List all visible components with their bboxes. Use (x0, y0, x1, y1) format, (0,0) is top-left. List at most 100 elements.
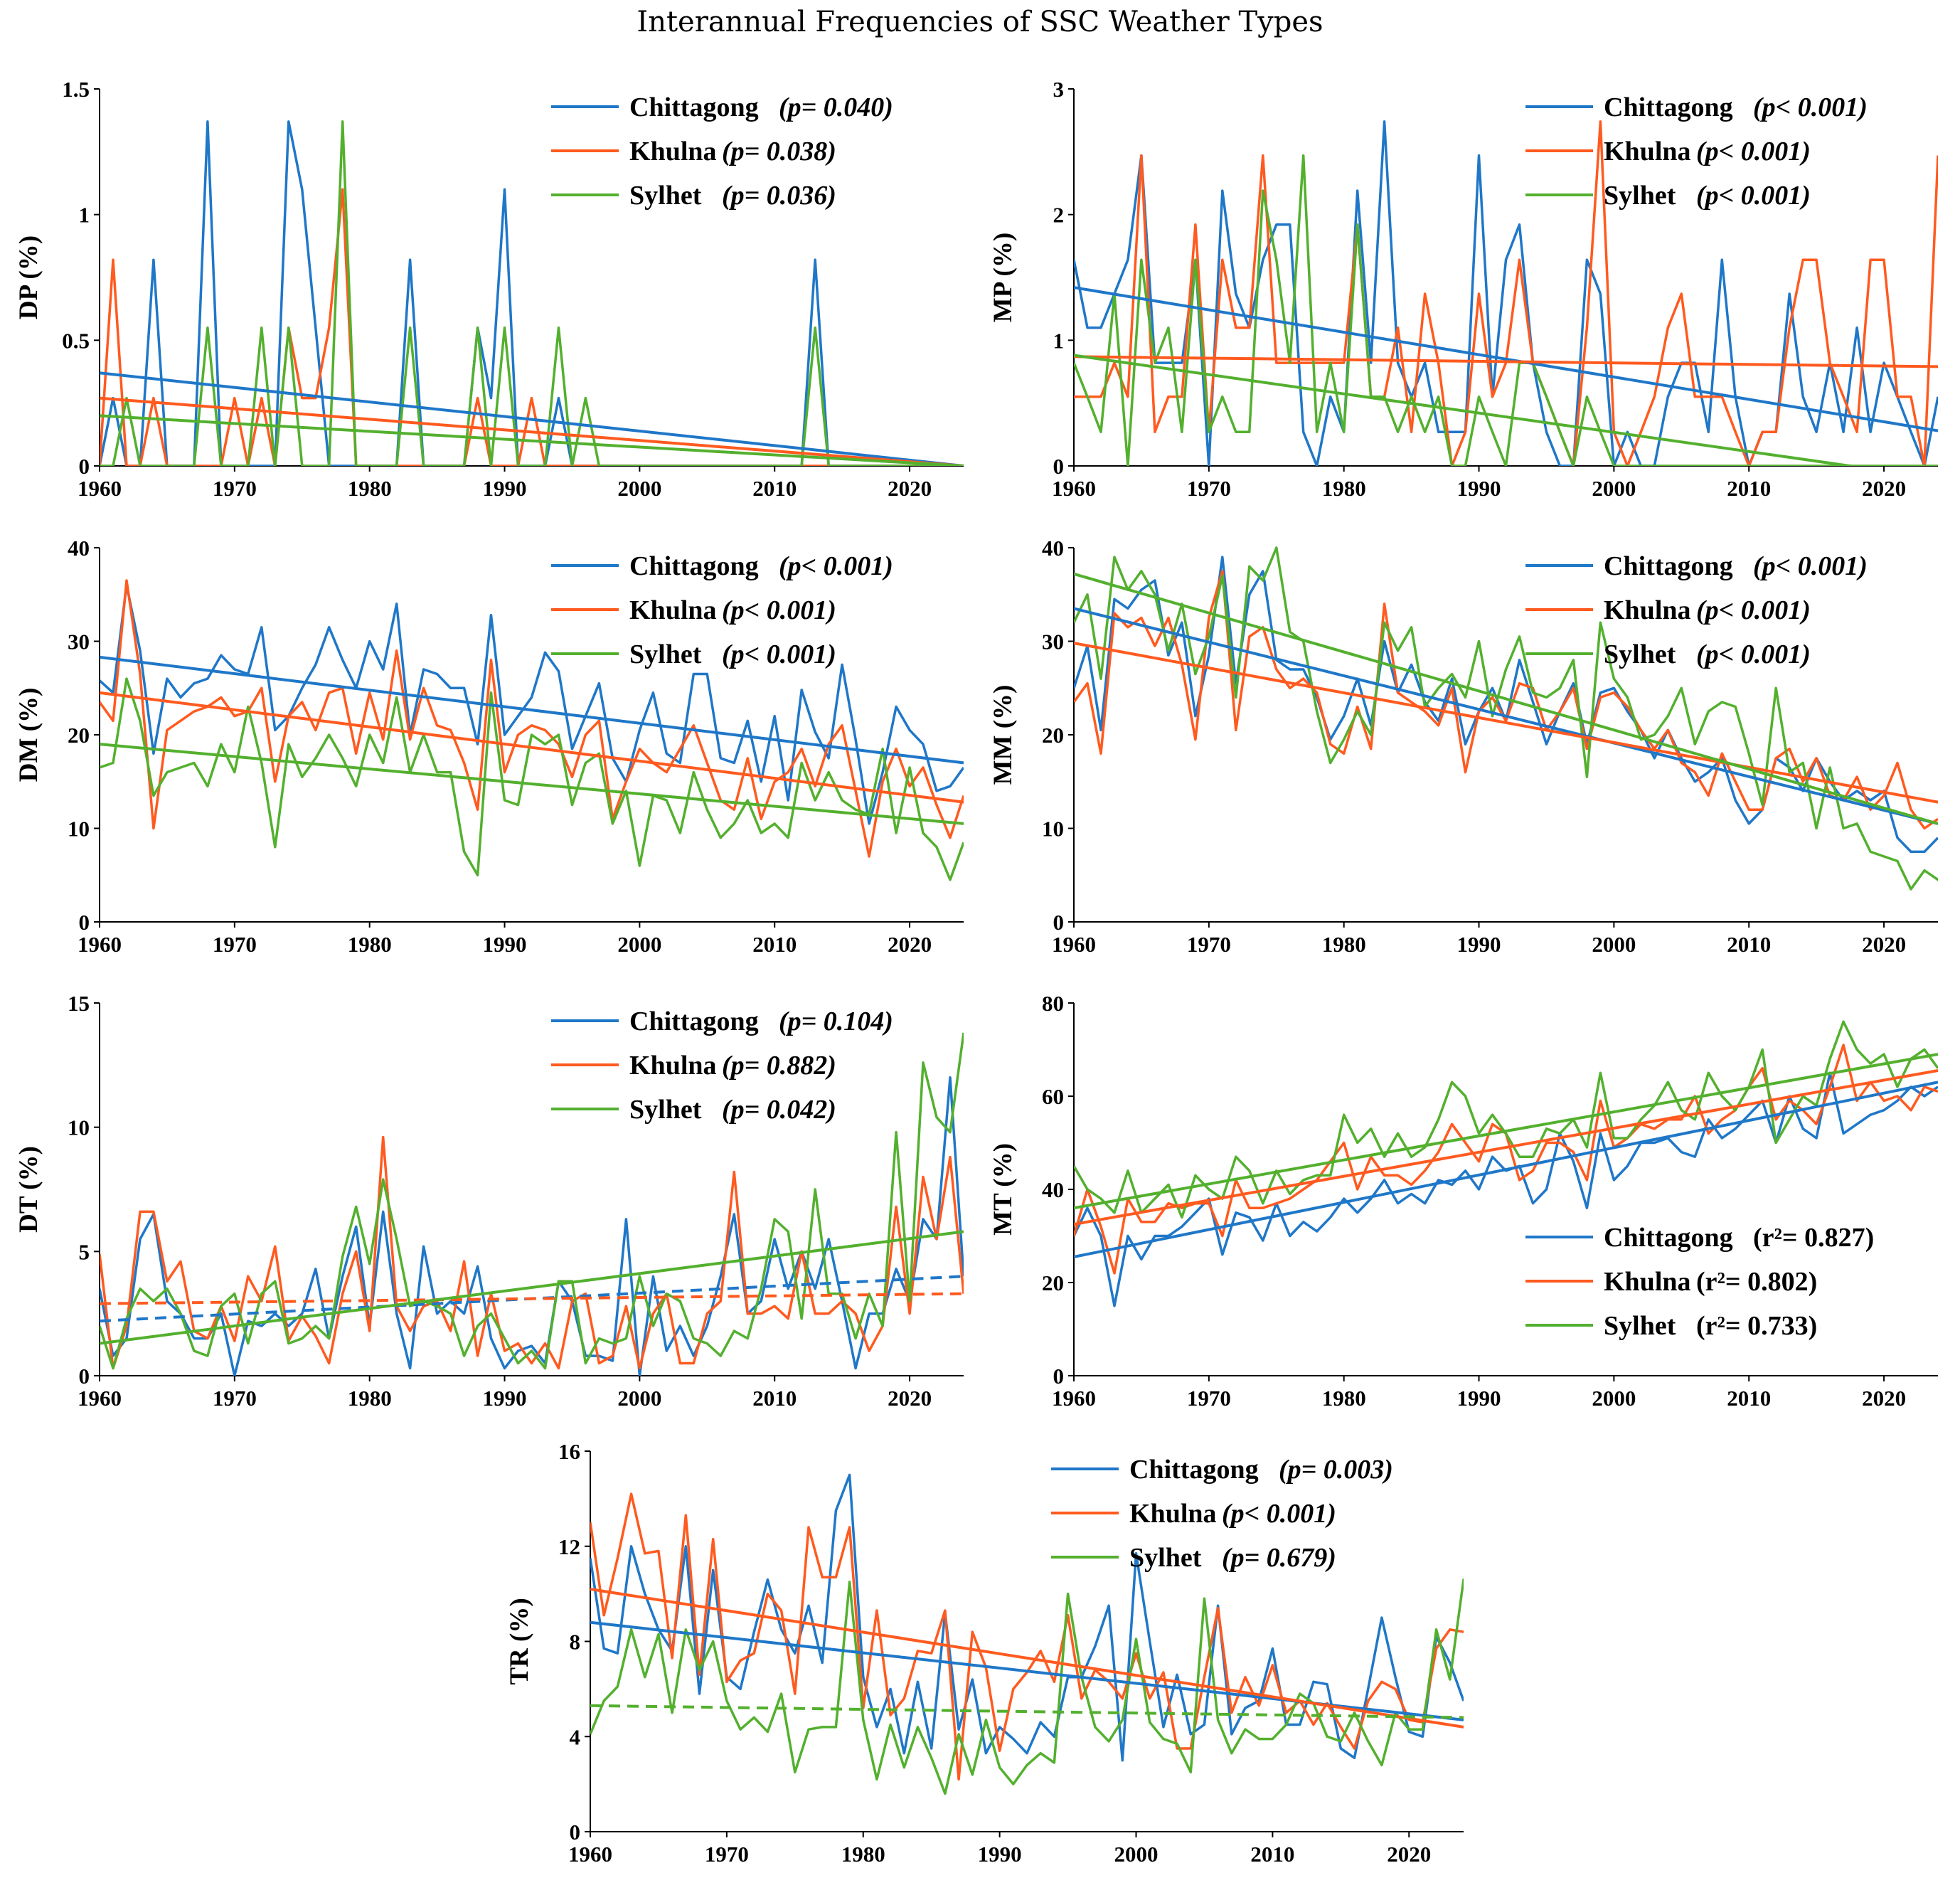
x-tick-label: 2010 (752, 932, 797, 957)
x-tick-label: 1990 (1457, 476, 1501, 501)
series-line-sylhet (100, 1032, 964, 1370)
trend-line-chittagong (100, 371, 964, 466)
y-tick-label: 0.5 (62, 328, 90, 353)
trend-line-khulna (590, 1587, 1464, 1729)
y-tick-label: 16 (558, 1439, 580, 1464)
y-axis-label: MM (%) (989, 685, 1018, 785)
legend-stat-sylhet: (p= 0.042) (722, 1095, 836, 1125)
series-line-khulna (100, 188, 964, 466)
panel-DT: 0 5 10 15 1960 1970 1980 1990 2000 2010 2020 DT (%)… (14, 991, 964, 1411)
y-tick-label: 40 (1042, 1177, 1064, 1202)
x-tick-label: 2000 (1592, 1386, 1636, 1411)
x-tick-label: 2000 (1592, 932, 1636, 957)
series-line-khulna (1074, 570, 1938, 830)
plot-area (100, 579, 964, 881)
trend-line-sylhet (100, 414, 964, 466)
x-tick-label: 2020 (1387, 1842, 1431, 1867)
x-tick-label: 1990 (1457, 1386, 1501, 1411)
y-axis-label: MP (%) (989, 233, 1018, 322)
series-line-chittagong (1074, 120, 1938, 466)
x-tick-label: 2020 (1862, 932, 1906, 957)
y-tick-label: 30 (68, 630, 90, 654)
y-axis-label: DT (%) (14, 1146, 43, 1233)
y-axis-label: DM (%) (14, 688, 43, 782)
trend-line-khulna (100, 691, 964, 804)
x-tick-label: 2020 (888, 932, 932, 957)
plot-area (590, 1473, 1464, 1795)
y-tick-label: 60 (1042, 1084, 1064, 1109)
y-tick-label: 0 (1053, 454, 1065, 479)
trend-line-sylhet (1074, 572, 1938, 825)
legend-label-khulna: Khulna (1604, 1267, 1691, 1297)
x-tick-label: 2010 (1727, 932, 1771, 957)
series-line-chittagong (590, 1473, 1464, 1762)
legend-label-chittagong: Chittagong (1129, 1455, 1259, 1485)
y-tick-label: 1.5 (62, 77, 90, 102)
y-axis-label: MT (%) (989, 1143, 1018, 1236)
y-tick-label: 10 (68, 1115, 90, 1140)
legend-label-sylhet: Sylhet (1604, 181, 1676, 211)
y-tick-label: 0 (79, 910, 90, 935)
legend-stat-khulna: (p= 0.038) (722, 137, 836, 166)
x-tick-label: 1960 (1052, 932, 1096, 957)
x-tick-label: 1960 (568, 1842, 612, 1867)
legend-label-sylhet: Sylhet (1129, 1543, 1202, 1573)
series-line-khulna (100, 1135, 964, 1370)
legend-stat-chittagong: (p= 0.003) (1279, 1455, 1393, 1485)
trend-line-khulna (100, 396, 964, 466)
trend-line-khulna (1074, 642, 1938, 804)
x-tick-label: 1980 (1322, 476, 1366, 501)
y-tick-label: 40 (68, 536, 90, 561)
y-tick-label: 8 (570, 1630, 581, 1655)
legend-stat-khulna: (r²= 0.802) (1696, 1267, 1817, 1297)
x-tick-label: 1960 (1052, 1386, 1096, 1411)
plot-area (1074, 120, 1938, 466)
plot-area (100, 1032, 964, 1376)
x-tick-label: 1990 (483, 932, 527, 957)
x-tick-label: 1990 (1457, 932, 1501, 957)
x-tick-label: 1960 (78, 476, 122, 501)
y-tick-label: 12 (558, 1534, 580, 1559)
panel-MT: 0 20 40 60 80 1960 1970 1980 1990 2000 2010 2020 MT … (989, 991, 1938, 1411)
x-tick-label: 2020 (888, 1386, 932, 1411)
x-tick-label: 2000 (1114, 1842, 1159, 1867)
y-tick-label: 2 (1053, 203, 1065, 228)
y-tick-label: 10 (68, 817, 90, 842)
trend-line-chittagong (100, 655, 964, 765)
x-tick-label: 1970 (1187, 932, 1231, 957)
legend-stat-chittagong: (p< 0.001) (779, 551, 893, 581)
x-tick-label: 2010 (752, 476, 797, 501)
x-tick-label: 2010 (1250, 1842, 1294, 1867)
legend-label-sylhet: Sylhet (629, 181, 702, 211)
y-tick-label: 0 (1053, 1364, 1065, 1389)
x-tick-label: 1970 (705, 1842, 749, 1867)
legend-stat-khulna: (p< 0.001) (722, 595, 836, 625)
legend-stat-sylhet: (r²= 0.733) (1696, 1311, 1817, 1341)
series-line-sylhet (1074, 154, 1938, 466)
legend-label-sylhet: Sylhet (629, 639, 702, 669)
legend-stat-sylhet: (p= 0.679) (1222, 1543, 1336, 1573)
legend-stat-chittagong: (r²= 0.827) (1753, 1223, 1874, 1253)
y-tick-label: 20 (68, 723, 90, 748)
legend-stat-khulna: (p< 0.001) (1696, 137, 1811, 166)
trend-line-khulna (1074, 1069, 1938, 1226)
x-tick-label: 2000 (1592, 476, 1636, 501)
x-tick-label: 2000 (617, 932, 661, 957)
trend-line-sylhet (100, 743, 964, 825)
y-tick-label: 40 (1042, 536, 1064, 561)
x-tick-label: 1980 (841, 1842, 885, 1867)
panel-MM: 0 10 20 30 40 1960 1970 1980 1990 2000 2010 2020 MM … (989, 536, 1938, 957)
x-tick-label: 1970 (1187, 1386, 1231, 1411)
legend-label-khulna: Khulna (629, 137, 717, 166)
y-tick-label: 4 (570, 1724, 581, 1749)
x-tick-label: 2000 (617, 476, 661, 501)
legend-stat-chittagong: (p= 0.104) (779, 1007, 893, 1036)
legend-stat-chittagong: (p= 0.040) (779, 92, 893, 122)
x-tick-label: 1980 (1322, 932, 1366, 957)
series-line-sylhet (100, 120, 964, 466)
series-line-sylhet (1074, 1020, 1938, 1219)
x-tick-label: 1960 (78, 1386, 122, 1411)
x-tick-label: 1960 (1052, 476, 1096, 501)
y-tick-label: 15 (68, 991, 90, 1016)
series-line-khulna (100, 579, 964, 858)
